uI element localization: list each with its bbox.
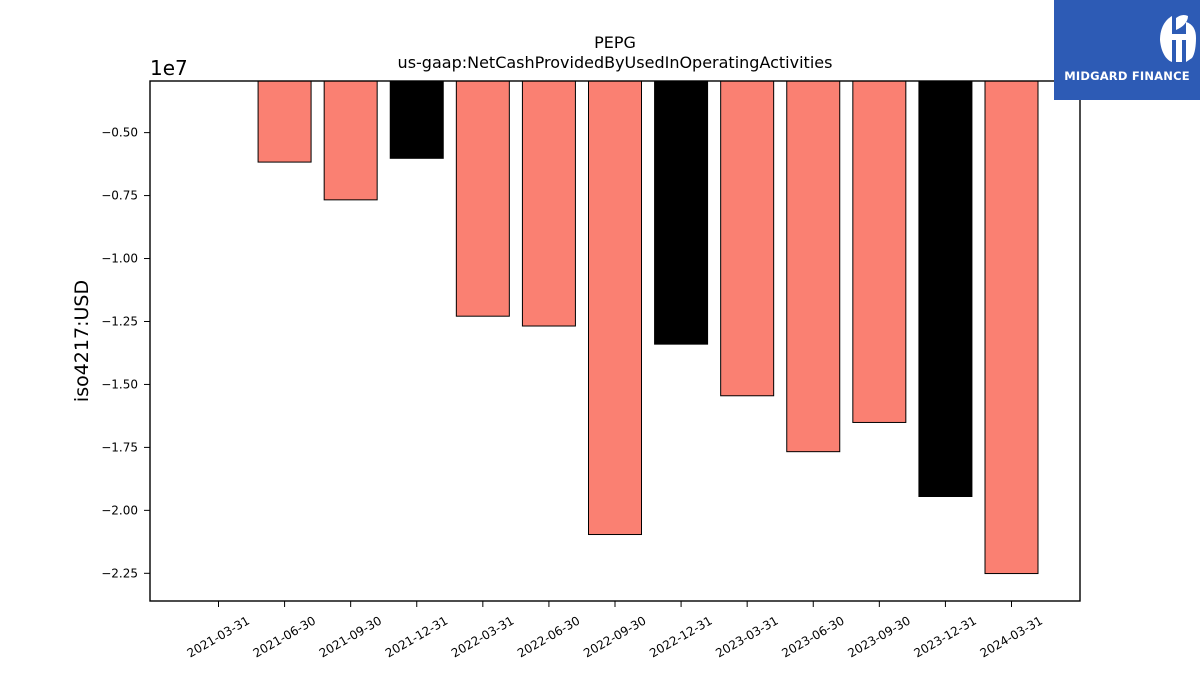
plot-frame [149, 80, 1081, 602]
x-tick-label: 2021-09-30 [317, 613, 384, 660]
bar-2021-06-30 [257, 80, 312, 163]
bar-2021-09-30 [323, 80, 378, 201]
bar-2022-03-31 [455, 80, 510, 317]
brand-logo: MIDGARD FINANCE [1054, 0, 1200, 100]
x-tick-label: 2024-03-31 [978, 613, 1045, 660]
y-ticks-group: −0.50 −0.75 −1.00 −1.25 −1.50 −1.75 −2.00 −2.25 [101, 126, 150, 580]
bar-2022-12-31 [654, 80, 709, 345]
x-tick-label: 2021-12-31 [383, 613, 450, 660]
logo-mark-icon [1160, 14, 1196, 62]
x-tick-label: 2021-06-30 [251, 613, 318, 660]
bar-2023-09-30 [852, 80, 907, 423]
x-ticks-group: 2021-03-312021-06-302021-09-302021-12-31… [185, 601, 1045, 660]
y-tick-label: −0.75 [101, 189, 138, 203]
x-tick-label: 2023-09-30 [845, 613, 912, 660]
bar-2022-06-30 [521, 80, 576, 327]
y-tick-label: −1.25 [101, 314, 138, 328]
x-tick-label: 2022-12-31 [647, 613, 714, 660]
x-tick-label: 2022-09-30 [581, 613, 648, 660]
x-tick-label: 2023-12-31 [912, 613, 979, 660]
y-tick-label: −0.50 [101, 126, 138, 140]
y-axis-label: iso4217:USD [71, 280, 93, 402]
y-tick-label: −1.00 [101, 252, 138, 266]
y-tick-label: −2.00 [101, 503, 138, 517]
x-tick-label: 2023-06-30 [779, 613, 846, 660]
y-offset-label: 1e7 [150, 56, 188, 80]
y-tick-label: −1.50 [101, 377, 138, 391]
x-tick-label: 2022-06-30 [515, 613, 582, 660]
y-tick-label: −1.75 [101, 440, 138, 454]
chart-title: PEPG [594, 33, 636, 52]
bar-2022-09-30 [588, 80, 642, 536]
bar-2021-12-31 [389, 80, 444, 159]
bar-2023-06-30 [786, 80, 841, 453]
bar-2023-12-31 [918, 80, 973, 497]
bars-group [257, 80, 1039, 575]
bar-2024-03-31 [984, 80, 1039, 575]
x-tick-label: 2022-03-31 [449, 613, 516, 660]
x-tick-label: 2021-03-31 [185, 613, 252, 660]
y-tick-label: −2.25 [101, 566, 138, 580]
x-tick-label: 2023-03-31 [713, 613, 780, 660]
chart-subtitle: us-gaap:NetCashProvidedByUsedInOperating… [398, 53, 833, 72]
bar-2023-03-31 [720, 80, 775, 397]
logo-text: MIDGARD FINANCE [1064, 69, 1190, 83]
